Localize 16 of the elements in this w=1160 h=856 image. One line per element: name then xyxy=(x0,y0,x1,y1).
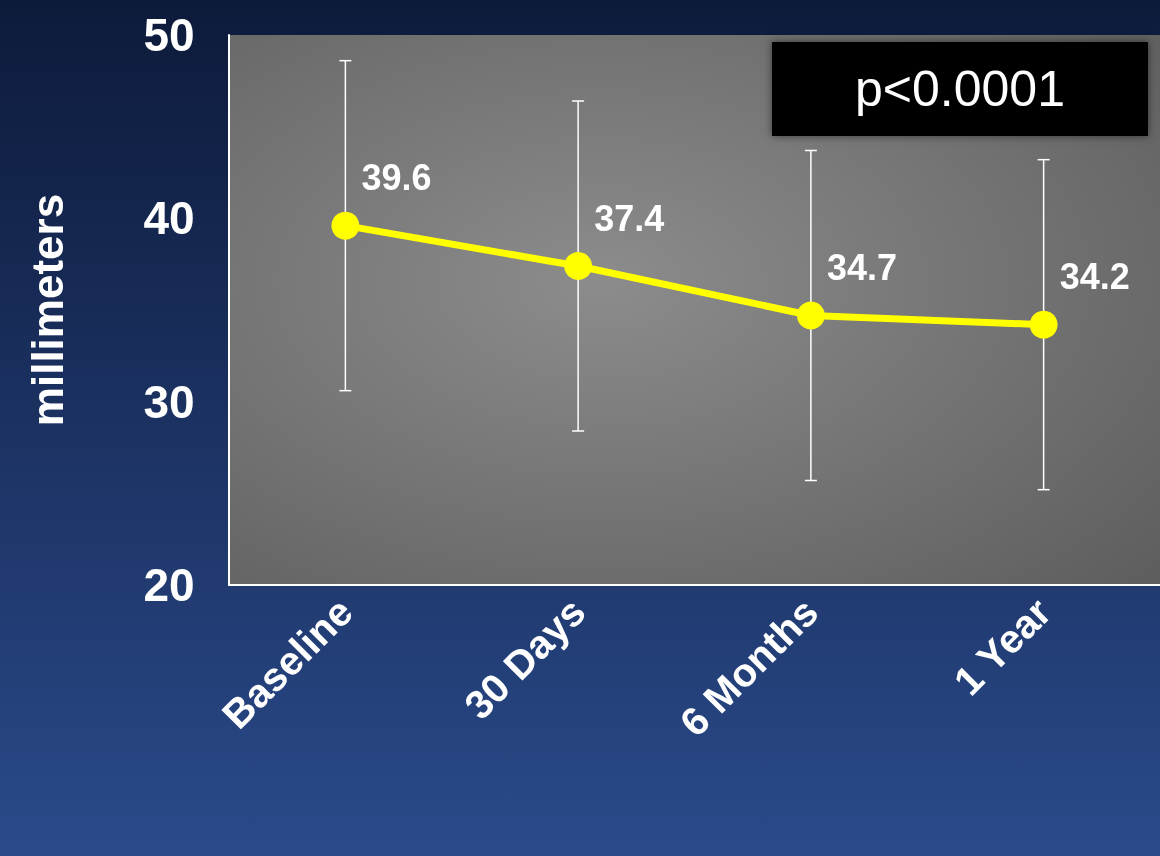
point xyxy=(331,211,360,240)
point xyxy=(1029,310,1058,339)
y-tick-label: 20 xyxy=(143,559,195,611)
data-label: 39.6 xyxy=(361,157,432,199)
data-label: 37.4 xyxy=(594,197,665,239)
y-axis-title: millimeters xyxy=(22,193,72,427)
y-tick-label: 30 xyxy=(143,375,195,428)
note-box: p<0.0001 xyxy=(772,42,1148,136)
point xyxy=(564,252,593,280)
x-tick-label: 1 Year xyxy=(945,589,1060,704)
y-tick-label: 50 xyxy=(143,9,195,61)
point xyxy=(796,301,825,330)
data-label: 34.7 xyxy=(826,247,897,288)
y-tick-label: 40 xyxy=(143,192,195,245)
data-label: 34.2 xyxy=(1059,256,1130,298)
annotation: p<0.0001 xyxy=(855,61,1065,117)
